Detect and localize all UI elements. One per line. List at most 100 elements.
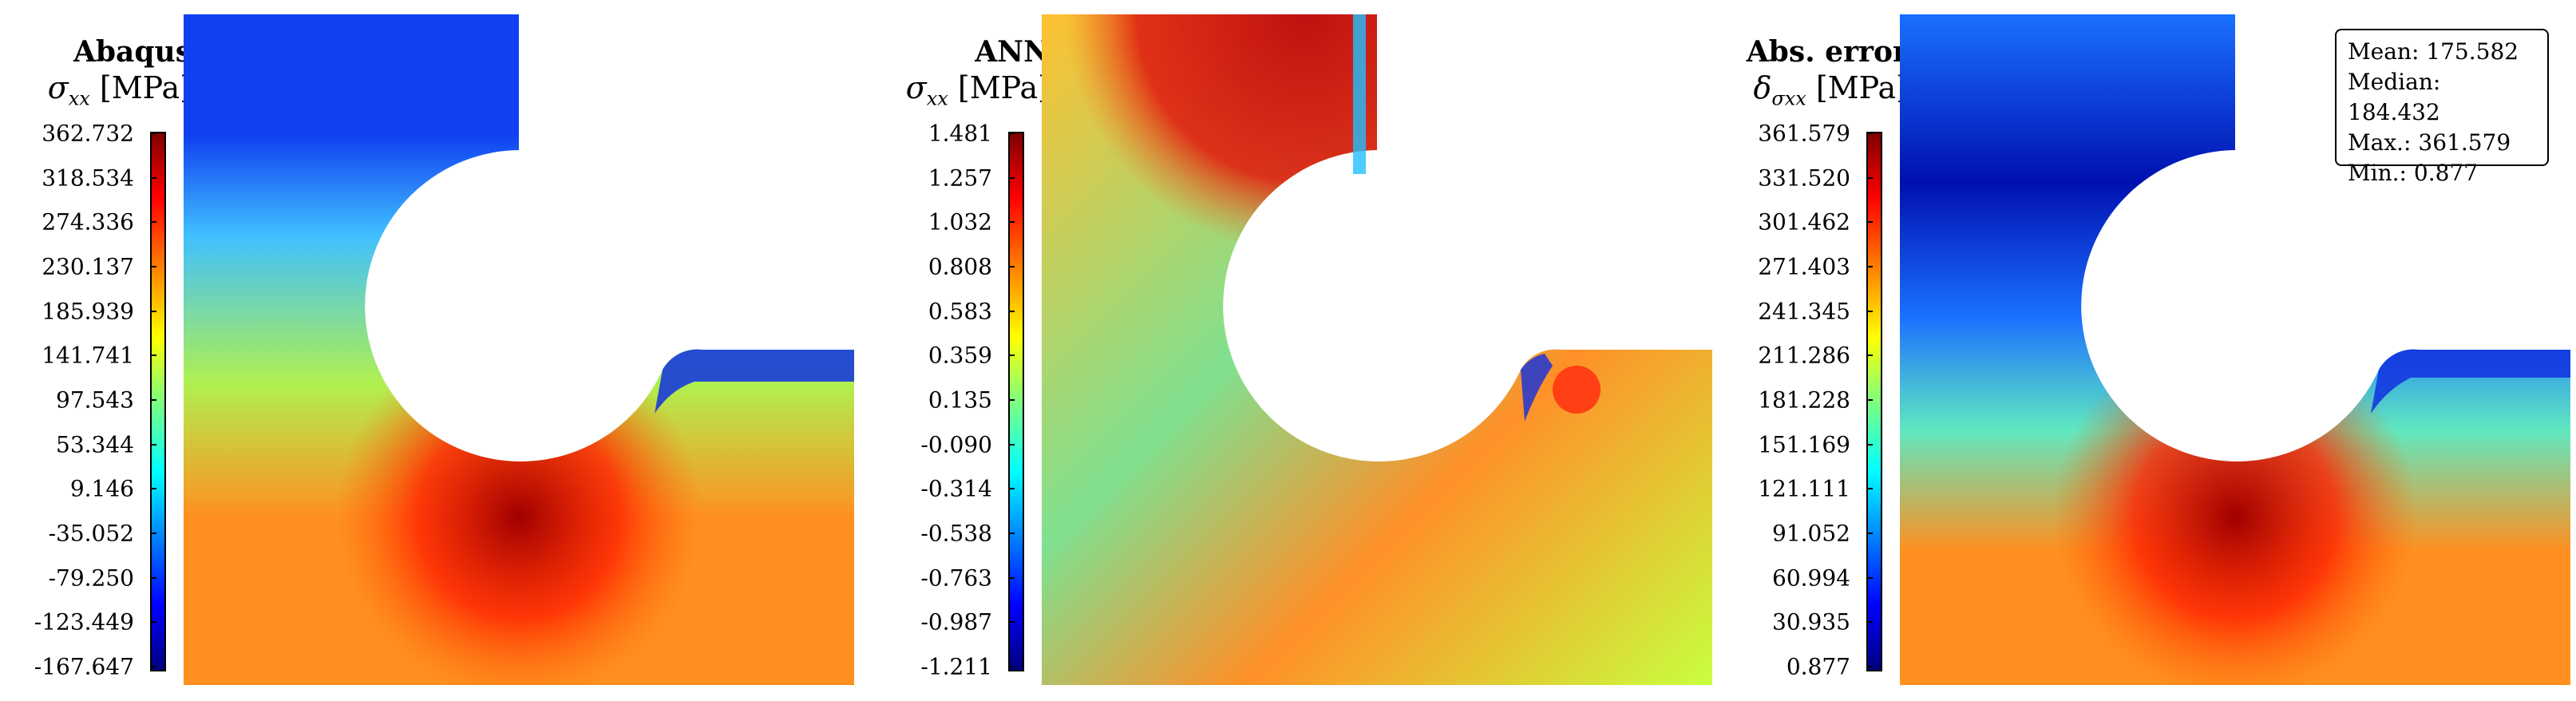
colorbar-tick-mark: [1008, 266, 1015, 267]
colorbar-tick-mark: [1008, 621, 1015, 624]
colorbar-tick-mark: [1866, 310, 1873, 312]
colorbar-tick-label: 271.403: [1758, 253, 1850, 280]
colorbar-tick-mark: [150, 399, 156, 401]
colorbar-tick-label: 361.579: [1758, 120, 1850, 147]
colorbar-tick-mark: [150, 621, 156, 624]
quantity-label: σxx [MPa]: [47, 70, 192, 110]
colorbar-tick-label: 230.137: [42, 253, 134, 280]
colorbar-tick-label: 53.344: [56, 431, 134, 458]
panel-ann: ANN σxx [MPa] 1.481 1.257 1.032 0.808 0.583 0…: [858, 0, 1716, 701]
panel-abaqus: Abaqus σxx [MPa] 362.732 318.534 274.336 23…: [0, 0, 858, 701]
colorbar-tick-mark: [1008, 666, 1015, 667]
colorbar-tick-label: 30.935: [1772, 608, 1850, 636]
colorbar-tick-label: -167.647: [34, 653, 134, 680]
colorbar-tick-label: -0.538: [920, 520, 992, 547]
colorbar-tick-mark: [1008, 533, 1015, 534]
colorbar-tick-label: 141.741: [42, 342, 134, 369]
colorbar-tick-mark: [1008, 221, 1015, 224]
colorbar-tick-label: -123.449: [34, 608, 134, 636]
colorbar-tick-mark: [1008, 399, 1015, 401]
quantity-label: σxx [MPa]: [905, 70, 1050, 110]
colorbar-tick-mark: [1866, 133, 1873, 134]
colorbar: [1008, 132, 1024, 671]
colorbar-tick-mark: [150, 221, 156, 224]
colorbar-tick-label: 60.994: [1772, 564, 1850, 592]
colorbar-tick-label: -1.211: [920, 653, 992, 680]
colorbar-tick-mark: [1866, 354, 1873, 357]
colorbar: [1866, 132, 1882, 671]
colorbar-tick-label: -79.250: [48, 564, 134, 592]
stat-min: Min.: 0.877: [2348, 160, 2479, 186]
panel-abs-error: Abs. error δσxx [MPa] 361.579 331.520 301.…: [1716, 0, 2574, 701]
colorbar-tick-label: 121.111: [1758, 475, 1850, 502]
colorbar-tick-label: 211.286: [1758, 342, 1850, 369]
colorbar-tick-label: 9.146: [69, 475, 134, 502]
colorbar-tick-label: 185.939: [42, 298, 134, 325]
quantity-label: δσxx [MPa]: [1753, 70, 1908, 110]
colorbar-tick-mark: [150, 354, 156, 357]
colorbar-tick-mark: [1866, 443, 1873, 446]
colorbar-tick-mark: [1866, 533, 1873, 534]
colorbar-tick-label: 362.732: [42, 120, 134, 147]
colorbar-tick-labels: 361.579 331.520 301.462 271.403 241.345 211.2…: [1716, 0, 1865, 701]
colorbar-tick-mark: [1866, 221, 1873, 224]
stat-median: Median: 184.432: [2348, 69, 2441, 125]
colorbar-tick-mark: [1008, 488, 1015, 490]
colorbar-tick-mark: [1866, 176, 1873, 179]
colorbar-tick-label: 0.359: [928, 342, 992, 369]
colorbar-tick-label: 1.032: [928, 208, 992, 236]
panel-title: Abaqus: [73, 35, 192, 69]
colorbar-tick-mark: [1008, 133, 1015, 134]
colorbar-tick-mark: [1866, 666, 1873, 667]
stat-mean: Mean: 175.582: [2348, 38, 2519, 65]
colorbar-tick-mark: [150, 533, 156, 534]
stress-field-heatmap: [1042, 14, 1712, 685]
colorbar-tick-label: -0.987: [920, 608, 992, 636]
colorbar-tick-mark: [1866, 488, 1873, 490]
colorbar-tick-mark: [1866, 266, 1873, 267]
colorbar-tick-mark: [1866, 399, 1873, 401]
stress-field-heatmap: [184, 14, 854, 685]
panel-title: Abs. error: [1746, 35, 1908, 69]
colorbar-tick-mark: [150, 666, 156, 667]
colorbar-tick-mark: [1866, 576, 1873, 579]
colorbar-tick-label: 1.257: [928, 164, 992, 192]
error-field-heatmap: [1900, 14, 2570, 685]
colorbar-tick-mark: [150, 310, 156, 312]
colorbar: [150, 132, 166, 671]
colorbar-tick-label: 1.481: [928, 120, 992, 147]
colorbar-tick-mark: [1008, 176, 1015, 179]
error-stats-box: Mean: 175.582 Median: 184.432 Max.: 361.…: [2335, 29, 2549, 186]
colorbar-tick-mark: [150, 266, 156, 267]
colorbar-tick-label: 0.135: [928, 386, 992, 414]
colorbar-tick-mark: [150, 133, 156, 134]
colorbar-tick-mark: [1008, 576, 1015, 579]
colorbar-tick-label: -0.314: [920, 475, 992, 502]
colorbar-tick-label: 241.345: [1758, 298, 1850, 325]
stat-max: Max.: 361.579: [2348, 129, 2511, 156]
colorbar-tick-mark: [150, 488, 156, 490]
colorbar-tick-label: 151.169: [1758, 431, 1850, 458]
colorbar-tick-label: 91.052: [1772, 520, 1850, 547]
colorbar-tick-label: 0.583: [928, 298, 992, 325]
colorbar-tick-label: -0.763: [920, 564, 992, 592]
colorbar-tick-mark: [1008, 310, 1015, 312]
colorbar-tick-mark: [150, 576, 156, 579]
colorbar-tick-label: -0.090: [920, 431, 992, 458]
colorbar-tick-mark: [1008, 354, 1015, 357]
colorbar-tick-label: 274.336: [42, 208, 134, 236]
colorbar-tick-mark: [1866, 621, 1873, 624]
colorbar-tick-label: 301.462: [1758, 208, 1850, 236]
colorbar-tick-label: 97.543: [56, 386, 134, 414]
colorbar-tick-label: 0.808: [928, 253, 992, 280]
colorbar-tick-labels: 1.481 1.257 1.032 0.808 0.583 0.359 0.135 -0.09…: [858, 0, 1007, 701]
colorbar-tick-label: 331.520: [1758, 164, 1850, 192]
colorbar-tick-mark: [150, 443, 156, 446]
colorbar-tick-label: -35.052: [48, 520, 134, 547]
colorbar-tick-labels: 362.732 318.534 274.336 230.137 185.939 141.7…: [0, 0, 148, 701]
colorbar-tick-label: 318.534: [42, 164, 134, 192]
colorbar-tick-label: 0.877: [1786, 653, 1850, 680]
panel-title: ANN: [975, 35, 1050, 69]
colorbar-tick-mark: [1008, 443, 1015, 446]
colorbar-tick-label: 181.228: [1758, 386, 1850, 414]
